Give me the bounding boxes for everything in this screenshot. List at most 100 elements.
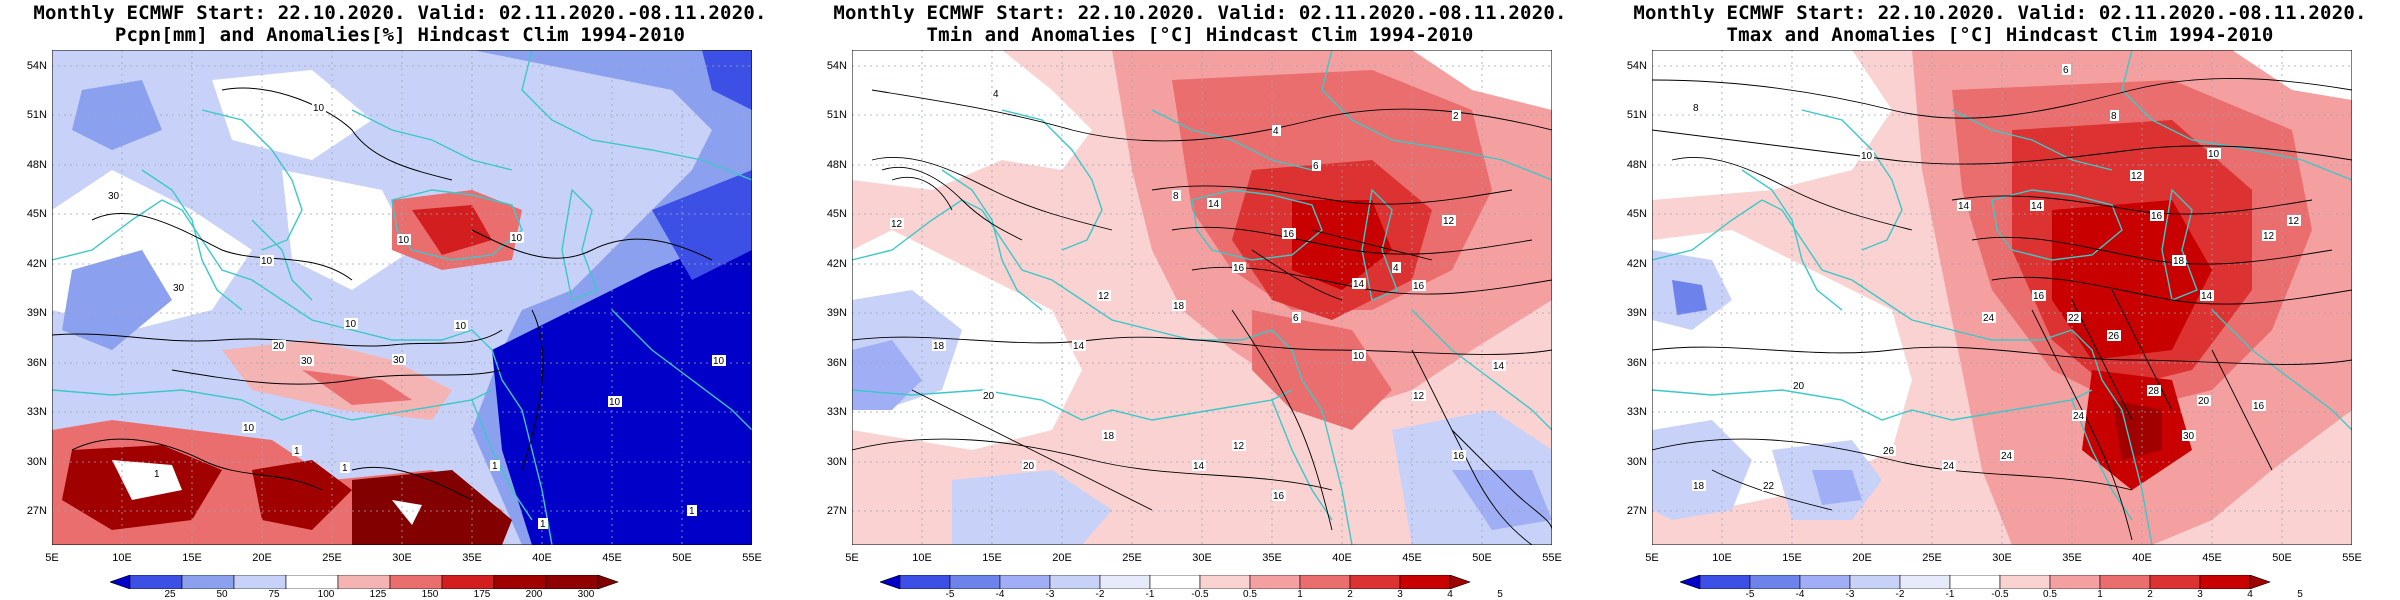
contour-label: 16 <box>2252 400 2266 412</box>
colorbar <box>1680 575 2271 589</box>
svg-text:24: 24 <box>1983 313 1995 324</box>
lon-tick: 50E <box>2272 552 2292 564</box>
contour-label: 10 <box>1352 350 1366 362</box>
contour-label: 16 <box>1232 262 1246 274</box>
contour-label: 16 <box>1412 280 1426 292</box>
panel-precipitation: Monthly ECMWF Start: 22.10.2020. Valid: … <box>0 0 800 600</box>
lat-tick: 33N <box>826 406 847 418</box>
svg-text:16: 16 <box>1233 263 1245 274</box>
lat-tick: 42N <box>826 258 847 270</box>
svg-text:30: 30 <box>301 356 313 367</box>
svg-text:4: 4 <box>1393 263 1399 274</box>
contour-label: 20 <box>982 390 996 402</box>
lon-tick: 35E <box>1262 552 1282 564</box>
contour-label: 22 <box>1762 480 1776 492</box>
contour-label: 16 <box>2032 290 2046 302</box>
lon-tick: 40E <box>2132 552 2152 564</box>
colorbar-label: 50 <box>216 589 228 600</box>
contour-label: 30 <box>2182 430 2196 442</box>
lon-tick: 55E <box>2342 552 2362 564</box>
svg-text:16: 16 <box>1273 491 1285 502</box>
lat-tick: 54N <box>826 60 847 72</box>
svg-text:16: 16 <box>1413 281 1425 292</box>
lat-tick: 27N <box>26 505 47 517</box>
lat-tick: 45N <box>1626 208 1647 220</box>
contour-label: 18 <box>1692 480 1706 492</box>
svg-text:24: 24 <box>1943 461 1955 472</box>
colorbar-label: -0.5 <box>1991 589 2009 600</box>
colorbar <box>880 575 1471 589</box>
svg-text:20: 20 <box>1793 381 1805 392</box>
contour-label: 12 <box>2262 230 2276 242</box>
lat-tick: 48N <box>826 159 847 171</box>
contour-label: 10 <box>608 396 622 408</box>
contour-label: 14 <box>1192 460 1206 472</box>
contour-label: 30 <box>300 355 314 367</box>
panel-title-line2: Tmin and Anomalies [°C] Hindcast Clim 19… <box>926 24 1474 46</box>
svg-text:26: 26 <box>2108 331 2120 342</box>
lon-tick: 15E <box>1782 552 1802 564</box>
svg-text:14: 14 <box>1958 201 1970 212</box>
lon-tick: 50E <box>1472 552 1492 564</box>
contour-label: 10 <box>2207 148 2221 160</box>
contour-label: 1 <box>340 462 350 474</box>
contour-label: 14 <box>2030 200 2044 212</box>
lat-tick: 36N <box>26 357 47 369</box>
lat-tick: 39N <box>26 307 47 319</box>
contour-label: 18 <box>2172 255 2186 267</box>
contour-label: 14 <box>1492 360 1506 372</box>
svg-text:20: 20 <box>273 341 285 352</box>
contour-label: 4 <box>1272 125 1281 137</box>
lon-tick: 15E <box>182 552 202 564</box>
svg-text:10: 10 <box>345 319 357 330</box>
contour-label: 16 <box>1282 228 1296 240</box>
lat-tick: 30N <box>26 456 47 468</box>
svg-text:10: 10 <box>1353 351 1365 362</box>
lat-tick: 54N <box>1626 60 1647 72</box>
svg-text:14: 14 <box>1353 279 1365 290</box>
colorbar-label: -0.5 <box>1191 589 1209 600</box>
svg-text:20: 20 <box>2198 396 2210 407</box>
colorbar-label: 125 <box>369 589 387 600</box>
svg-text:28: 28 <box>2148 386 2160 397</box>
svg-text:6: 6 <box>1293 313 1299 324</box>
colorbar-label: 5 <box>1497 589 1503 600</box>
lon-tick: 55E <box>742 552 762 564</box>
svg-text:18: 18 <box>933 341 945 352</box>
svg-text:30: 30 <box>393 355 405 366</box>
svg-text:1: 1 <box>154 469 160 480</box>
contour-label: 10 <box>1860 150 1874 162</box>
lon-tick: 5E <box>45 552 59 564</box>
lon-tick: 30E <box>392 552 412 564</box>
svg-text:2: 2 <box>1453 111 1459 122</box>
lat-tick: 39N <box>826 307 847 319</box>
contour-label: 24 <box>1942 460 1956 472</box>
svg-text:1: 1 <box>342 463 348 474</box>
svg-text:30: 30 <box>108 191 120 202</box>
contour-label: 1 <box>687 505 697 517</box>
colorbar-label: -5 <box>945 589 955 600</box>
contour-label: 8 <box>1692 102 1701 114</box>
lon-tick: 5E <box>1645 552 1659 564</box>
svg-text:16: 16 <box>2151 211 2163 222</box>
lon-tick: 45E <box>1402 552 1422 564</box>
colorbar-label: 1 <box>1297 589 1303 600</box>
svg-text:18: 18 <box>2173 256 2185 267</box>
lon-tick: 25E <box>1122 552 1142 564</box>
svg-text:8: 8 <box>1173 191 1179 202</box>
lat-tick: 27N <box>1626 505 1647 517</box>
lon-tick: 25E <box>322 552 342 564</box>
contour-label: 18 <box>932 340 946 352</box>
colorbar-label: 4 <box>1447 589 1453 600</box>
colorbar-label: -4 <box>995 589 1005 600</box>
svg-text:18: 18 <box>1103 431 1115 442</box>
lat-tick: 54N <box>26 60 47 72</box>
contour-label: 14 <box>1957 200 1971 212</box>
colorbar-label: -5 <box>1745 589 1755 600</box>
colorbar-label: -3 <box>1845 589 1855 600</box>
svg-text:4: 4 <box>993 89 999 100</box>
svg-text:10: 10 <box>609 397 621 408</box>
lat-tick: 30N <box>1626 456 1647 468</box>
contour-label: 14 <box>2200 290 2214 302</box>
panel-title-line2: Pcpn[mm] and Anomalies[%] Hindcast Clim … <box>114 24 686 46</box>
